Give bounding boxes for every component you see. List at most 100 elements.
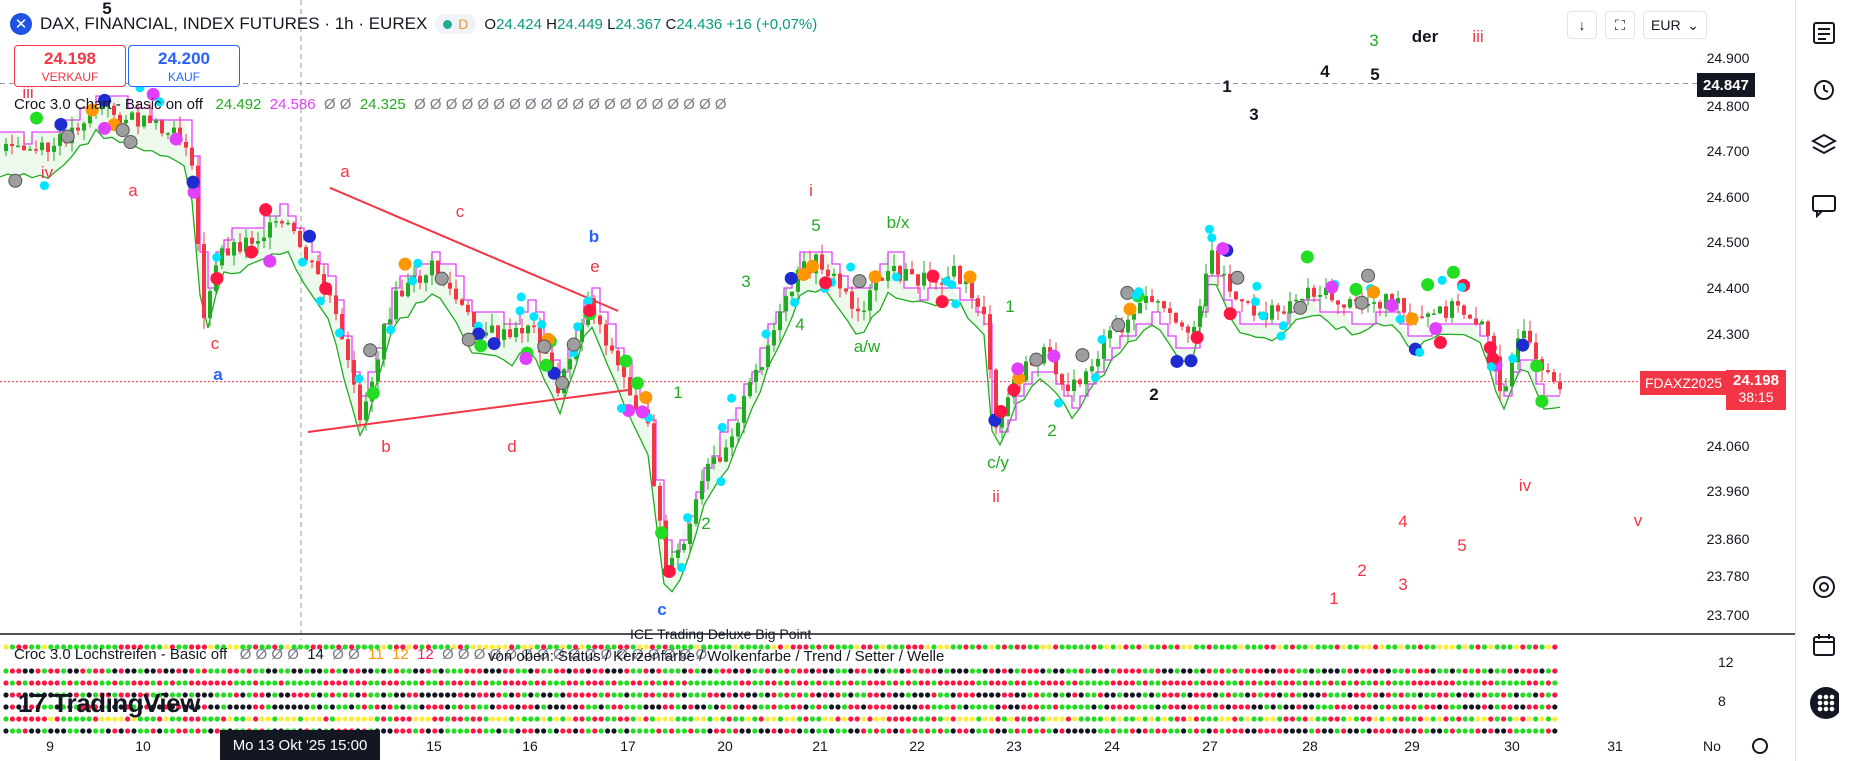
strip-dot xyxy=(349,668,355,674)
strip-dot xyxy=(1334,644,1340,650)
strip-dot xyxy=(1545,668,1551,674)
signal-dot xyxy=(146,87,160,101)
strip-dot xyxy=(886,644,892,650)
sell-button[interactable]: 24.198 VERKAUF xyxy=(14,45,126,87)
signal-dot xyxy=(784,271,798,285)
strip-dot xyxy=(784,692,790,698)
strip-dot xyxy=(445,704,451,710)
signal-dot xyxy=(1011,362,1025,376)
candle-body xyxy=(778,311,782,331)
candle-body xyxy=(1300,298,1304,301)
strip-dot xyxy=(822,716,828,722)
buy-button[interactable]: 24.200 KAUF xyxy=(128,45,240,87)
strip-dot xyxy=(905,716,912,722)
candle-body xyxy=(922,272,926,286)
strip-dot xyxy=(803,716,809,722)
target-icon[interactable] xyxy=(1809,572,1839,602)
strip-dot xyxy=(509,680,515,686)
chart-pane[interactable]: 52iiiivacaacbdebc12345ib/xa/wc/yii122134… xyxy=(0,0,1795,761)
strip-dot xyxy=(835,680,841,686)
signal-dot xyxy=(1530,359,1544,373)
strip-dot xyxy=(67,692,73,698)
signal-dot xyxy=(1437,275,1447,285)
symbol-title[interactable]: DAX, FINANCIAL, INDEX FUTURES · 1h · EUR… xyxy=(40,14,428,33)
watchlist-icon[interactable] xyxy=(1809,18,1839,48)
layers-icon[interactable] xyxy=(1809,130,1839,160)
candle-body xyxy=(502,329,506,340)
candle-body xyxy=(1240,299,1244,302)
strip-dot xyxy=(656,716,662,722)
strip-dot xyxy=(201,692,207,698)
strip-dot xyxy=(1142,716,1148,722)
signal-dot xyxy=(761,329,771,339)
strip-dot xyxy=(400,728,406,734)
strip-dot xyxy=(278,668,284,674)
lower-indicator-legend[interactable]: Croc 3.0 Lochstreifen - Basic off Ø Ø Ø … xyxy=(14,646,708,663)
strip-dot xyxy=(854,680,860,686)
strip-dot xyxy=(592,728,598,734)
strip-dot xyxy=(605,704,611,710)
signal-dot xyxy=(461,332,476,347)
strip-dot xyxy=(496,692,502,698)
strip-dot xyxy=(35,728,41,734)
strip-dot xyxy=(867,680,873,686)
strip-dot xyxy=(233,716,239,722)
live-status-badge[interactable]: D xyxy=(435,14,477,34)
strip-dot xyxy=(1462,704,1468,710)
apps-grid-icon[interactable] xyxy=(1809,687,1839,719)
price-chart[interactable]: 52iiiivacaacbdebc12345ib/xa/wc/yii122134… xyxy=(0,0,1795,761)
candle-body xyxy=(202,243,206,319)
calendar-icon[interactable] xyxy=(1809,630,1839,660)
strip-dot xyxy=(137,692,143,698)
strip-dot xyxy=(1347,680,1353,686)
strip-dot xyxy=(1014,644,1020,650)
strip-dot xyxy=(777,644,784,650)
strip-dot xyxy=(1552,692,1558,698)
currency-select[interactable]: EUR ⌄ xyxy=(1643,11,1707,39)
strip-dot xyxy=(483,680,489,686)
strip-dot xyxy=(349,704,355,710)
strip-dot xyxy=(752,716,758,722)
candle-body xyxy=(1330,287,1334,301)
candle-body xyxy=(736,422,740,437)
strip-dot xyxy=(637,692,643,698)
strip-dot xyxy=(969,692,976,698)
strip-dot xyxy=(1341,668,1347,674)
strip-dot xyxy=(1059,716,1065,722)
strip-dot xyxy=(413,716,419,722)
symbol-logo-icon[interactable]: ✕ xyxy=(10,13,32,35)
strip-dot xyxy=(1181,680,1187,686)
tradingview-logo[interactable]: 17 TradingView xyxy=(18,688,200,718)
strip-dot xyxy=(1161,728,1167,734)
strip-dot xyxy=(1053,668,1059,674)
scroll-to-latest-button[interactable]: ↓ xyxy=(1567,11,1597,39)
fullscreen-button[interactable]: ⛶ xyxy=(1605,11,1635,39)
chat-icon[interactable] xyxy=(1809,190,1839,220)
strip-dot xyxy=(656,704,662,710)
strip-dot xyxy=(957,692,963,698)
strip-dot xyxy=(265,716,271,722)
candle-body xyxy=(226,248,230,256)
strip-dot xyxy=(1405,668,1411,674)
strip-dot xyxy=(1104,704,1110,710)
strip-dot xyxy=(899,644,905,650)
strip-dot xyxy=(957,668,963,674)
strip-dot xyxy=(1001,704,1008,710)
strip-dot xyxy=(829,692,835,698)
signal-dot xyxy=(29,111,43,125)
strip-dot xyxy=(381,692,387,698)
alarm-clock-icon[interactable] xyxy=(1809,74,1839,104)
strip-dot xyxy=(1334,704,1340,710)
strip-dot xyxy=(1481,728,1487,734)
wave-label: ii xyxy=(992,487,1000,506)
strip-dot xyxy=(189,680,195,686)
wave-label: 5 xyxy=(1370,65,1379,84)
strip-dot xyxy=(93,728,99,734)
candle-body xyxy=(1336,300,1340,305)
strip-dot xyxy=(1181,692,1187,698)
strip-dot xyxy=(733,716,739,722)
candle-body xyxy=(1072,379,1076,392)
strip-dot xyxy=(73,728,79,734)
main-indicator-legend[interactable]: Croc 3.0 Chart - Basic on off 24.492 24.… xyxy=(14,96,727,113)
strip-dot xyxy=(1059,692,1065,698)
